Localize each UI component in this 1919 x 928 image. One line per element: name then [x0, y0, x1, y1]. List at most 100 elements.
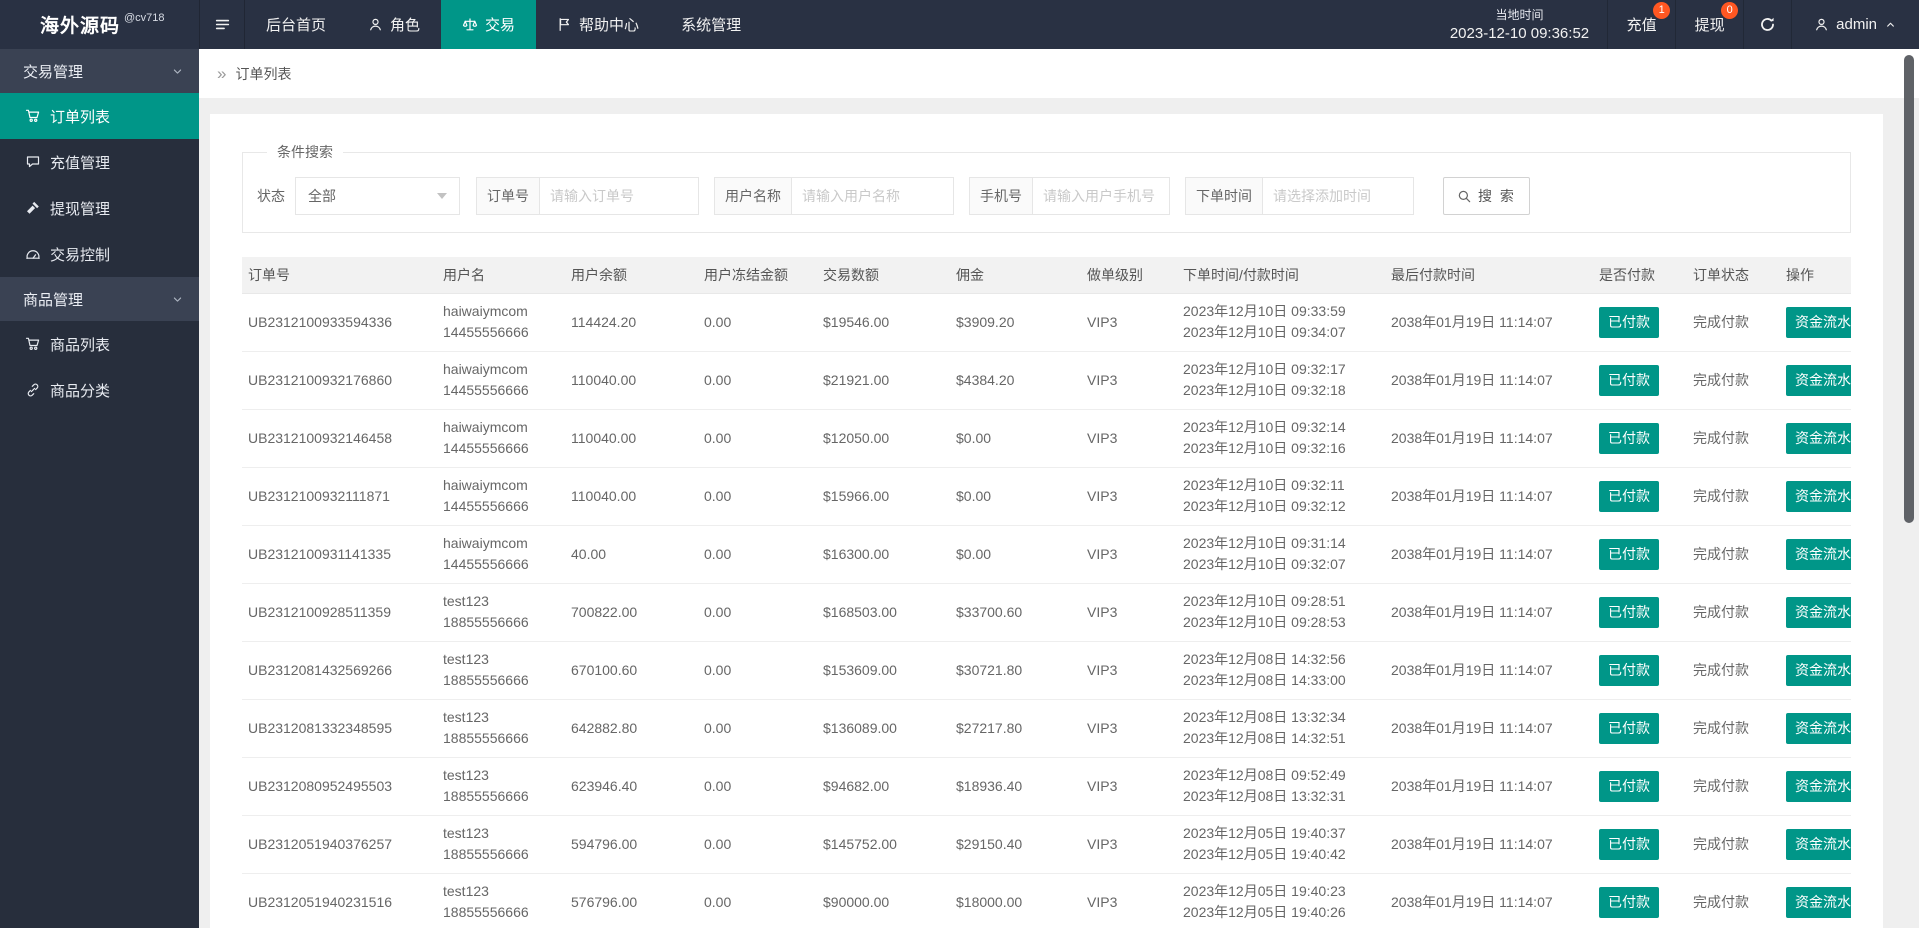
admin-menu[interactable]: admin	[1791, 0, 1919, 49]
amount-cell: $94682.00	[817, 757, 950, 816]
frozen-cell: 0.00	[698, 873, 817, 928]
balance-cell: 700822.00	[565, 583, 698, 642]
withdraw-button[interactable]: 提现 0	[1675, 0, 1743, 49]
user-cell: test123 18855556666	[437, 873, 565, 928]
vertical-scrollbar[interactable]	[1904, 55, 1914, 523]
sidebar-group-product-management[interactable]: 商品管理	[0, 277, 199, 321]
amount-cell: $12050.00	[817, 409, 950, 468]
frozen-cell: 0.00	[698, 815, 817, 874]
top-menu-item-trade[interactable]: 交易	[441, 0, 537, 49]
col-actions: 操作	[1780, 257, 1851, 294]
user-cell: test123 18855556666	[437, 815, 565, 874]
sidebar-item-withdraw-management[interactable]: 提现管理	[0, 185, 199, 231]
order-no-input[interactable]	[539, 177, 699, 215]
fund-flow-button[interactable]: 资金流水	[1786, 538, 1851, 570]
paid-button[interactable]: 已付款	[1599, 480, 1659, 512]
sidebar-item-product-list[interactable]: 商品列表	[0, 321, 199, 367]
fund-flow-button[interactable]: 资金流水	[1786, 886, 1851, 918]
order-status-cell: 完成付款	[1687, 815, 1780, 874]
amount-cell: $15966.00	[817, 467, 950, 526]
fund-flow-button[interactable]: 资金流水	[1786, 770, 1851, 802]
status-label: 状态	[257, 188, 285, 204]
commission-cell: $18936.40	[950, 757, 1081, 816]
fund-flow-button[interactable]: 资金流水	[1786, 422, 1851, 454]
topbar: 海外源码 @cv718 后台首页 角色 交易 帮助中心	[0, 0, 1919, 49]
order-row: UB2312100928511359 test123 18855556666 7008…	[242, 583, 1851, 642]
amount-cell: $145752.00	[817, 815, 950, 874]
level-cell: VIP3	[1081, 467, 1177, 526]
order-no-cell: UB2312081432569266	[242, 641, 437, 700]
fund-flow-button[interactable]: 资金流水	[1786, 654, 1851, 686]
fund-flow-button[interactable]: 资金流水	[1786, 364, 1851, 396]
paid-button[interactable]: 已付款	[1599, 712, 1659, 744]
order-pay-time-cell: 2023年12月08日 14:32:56 2023年12月08日 14:33:00	[1177, 641, 1385, 700]
order-row: UB2312100933594336 haiwaiymcom 14455556666…	[242, 293, 1851, 352]
top-menu-item-roles[interactable]: 角色	[347, 0, 441, 49]
paid-button[interactable]: 已付款	[1599, 596, 1659, 628]
paid-button[interactable]: 已付款	[1599, 886, 1659, 918]
paid-button[interactable]: 已付款	[1599, 306, 1659, 338]
search-button[interactable]: 搜 索	[1443, 177, 1530, 215]
order-no-cell: UB2312100932176860	[242, 351, 437, 410]
fund-flow-button[interactable]: 资金流水	[1786, 306, 1851, 338]
username-label: 用户名称	[714, 177, 791, 215]
comment-icon	[25, 154, 41, 170]
paid-button[interactable]: 已付款	[1599, 770, 1659, 802]
commission-cell: $0.00	[950, 467, 1081, 526]
paid-button[interactable]: 已付款	[1599, 422, 1659, 454]
breadcrumb-arrow-icon: »	[217, 63, 227, 83]
frozen-cell: 0.00	[698, 351, 817, 410]
order-time-input[interactable]	[1262, 177, 1414, 215]
sidebar-item-recharge-management[interactable]: 充值管理	[0, 139, 199, 185]
level-cell: VIP3	[1081, 583, 1177, 642]
order-no-label: 订单号	[476, 177, 539, 215]
username-input[interactable]	[791, 177, 954, 215]
order-table-body: UB2312100933594336 haiwaiymcom 14455556666…	[242, 293, 1851, 928]
col-frozen: 用户冻结金额	[698, 257, 817, 294]
col-amount: 交易数额	[817, 257, 950, 294]
fund-flow-button[interactable]: 资金流水	[1786, 596, 1851, 628]
order-pay-time-cell: 2023年12月10日 09:32:14 2023年12月10日 09:32:16	[1177, 409, 1385, 468]
order-row: UB2312100931141335 haiwaiymcom 14455556666…	[242, 525, 1851, 584]
user-cell: haiwaiymcom 14455556666	[437, 467, 565, 526]
paid-button[interactable]: 已付款	[1599, 828, 1659, 860]
commission-cell: $30721.80	[950, 641, 1081, 700]
order-no-cell: UB2312100931141335	[242, 525, 437, 584]
order-status-cell: 完成付款	[1687, 699, 1780, 758]
fund-flow-button[interactable]: 资金流水	[1786, 828, 1851, 860]
paid-button[interactable]: 已付款	[1599, 538, 1659, 570]
frozen-cell: 0.00	[698, 583, 817, 642]
fund-flow-button[interactable]: 资金流水	[1786, 712, 1851, 744]
phone-input[interactable]	[1032, 177, 1170, 215]
top-menu-item-help[interactable]: 帮助中心	[536, 0, 660, 49]
paid-button[interactable]: 已付款	[1599, 654, 1659, 686]
order-row: UB2312081432569266 test123 18855556666 6701…	[242, 641, 1851, 700]
sidebar-item-product-category[interactable]: 商品分类	[0, 367, 199, 413]
local-time-value: 2023-12-10 09:36:52	[1449, 24, 1590, 42]
commission-cell: $29150.40	[950, 815, 1081, 874]
status-select[interactable]: 全部	[295, 177, 460, 215]
scales-icon	[462, 17, 478, 33]
search-panel: 条件搜索 状态 全部 订单号 用户名称 手机号	[242, 142, 1851, 233]
order-row: UB2312080952495503 test123 18855556666 6239…	[242, 757, 1851, 816]
sidebar-item-trade-control[interactable]: 交易控制	[0, 231, 199, 277]
hamburger-button[interactable]	[199, 0, 245, 49]
col-balance: 用户余额	[565, 257, 698, 294]
user-cell: haiwaiymcom 14455556666	[437, 525, 565, 584]
top-menu-item-system[interactable]: 系统管理	[681, 17, 742, 34]
fund-flow-button[interactable]: 资金流水	[1786, 480, 1851, 512]
frozen-cell: 0.00	[698, 293, 817, 352]
sidebar-item-order-list[interactable]: 订单列表	[0, 93, 199, 139]
hamburger-icon	[214, 16, 231, 33]
level-cell: VIP3	[1081, 409, 1177, 468]
level-cell: VIP3	[1081, 293, 1177, 352]
top-menu-item-dashboard[interactable]: 后台首页	[266, 17, 327, 34]
paid-button[interactable]: 已付款	[1599, 364, 1659, 396]
recharge-button[interactable]: 充值 1	[1607, 0, 1675, 49]
refresh-button[interactable]	[1743, 0, 1791, 49]
order-row: UB2312051940376257 test123 18855556666 5947…	[242, 815, 1851, 874]
user-cell: haiwaiymcom 14455556666	[437, 409, 565, 468]
order-no-cell: UB2312080952495503	[242, 757, 437, 816]
sidebar-group-trade-management[interactable]: 交易管理	[0, 49, 199, 93]
balance-cell: 642882.80	[565, 699, 698, 758]
